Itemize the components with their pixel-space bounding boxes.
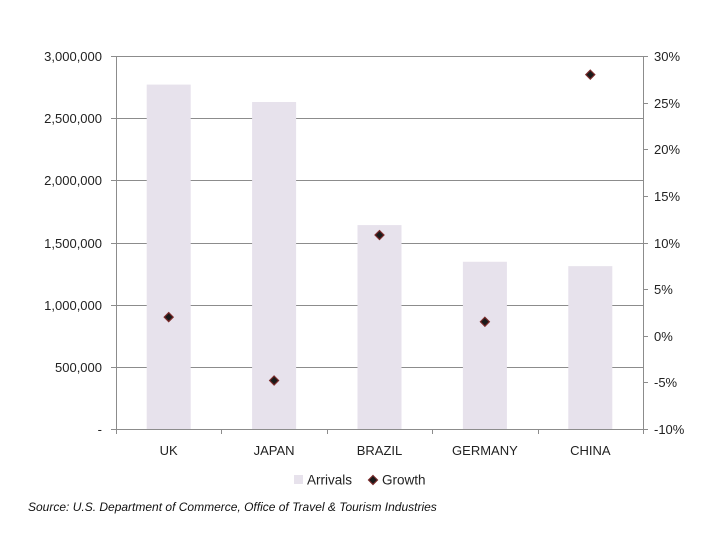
right-axis-tick-label: 10% xyxy=(654,236,680,251)
category-label: GERMANY xyxy=(452,443,518,458)
left-axis-tick-label: 2,000,000 xyxy=(44,173,102,188)
left-axis-tick-labels: - 500,000 1,000,000 1,500,000 2,000,000 2,500… xyxy=(44,49,102,437)
left-axis-tick-label: 3,000,000 xyxy=(44,49,102,64)
arrivals-bar xyxy=(146,84,191,429)
growth-marker xyxy=(584,69,596,80)
arrivals-bars xyxy=(146,84,613,430)
legend-label-arrivals: Arrivals xyxy=(307,473,352,488)
left-axis-tick-label: 1,500,000 xyxy=(44,236,102,251)
left-axis-tick-label: 2,500,000 xyxy=(44,111,102,126)
legend-swatch-arrivals xyxy=(294,475,303,484)
growth-markers xyxy=(163,69,596,386)
growth-marker xyxy=(374,229,385,241)
category-label: BRAZIL xyxy=(357,443,403,458)
source-note: Source: U.S. Department of Commerce, Off… xyxy=(28,500,437,514)
arrivals-bar xyxy=(357,225,402,429)
category-label: CHINA xyxy=(570,443,611,458)
right-axis-tick-label: 30% xyxy=(654,49,680,64)
right-axis-tick-labels: -10% -5% 0% 5% 10% 15% 20% 25% 30% xyxy=(654,49,685,437)
legend-label-growth: Growth xyxy=(382,473,426,488)
growth-marker xyxy=(163,311,175,323)
left-axis-tick-label: - xyxy=(98,422,102,437)
category-tick-labels: UK JAPAN BRAZIL GERMANY CHINA xyxy=(160,443,611,458)
legend: Arrivals Growth xyxy=(294,473,426,488)
right-axis-tick-label: 25% xyxy=(654,96,680,111)
category-label: JAPAN xyxy=(254,443,295,458)
axes xyxy=(111,56,648,434)
right-axis-tick-label: -5% xyxy=(654,375,678,390)
left-axis-tick-label: 500,000 xyxy=(55,360,102,375)
growth-marker xyxy=(479,316,491,328)
category-label: UK xyxy=(160,443,178,458)
legend-marker-growth xyxy=(367,474,379,486)
right-axis-tick-label: 5% xyxy=(654,282,673,297)
right-axis-tick-label: 15% xyxy=(654,189,680,204)
arrivals-bar xyxy=(252,102,297,430)
right-axis-tick-label: 0% xyxy=(654,329,673,344)
right-axis-tick-label: 20% xyxy=(654,142,680,157)
growth-marker xyxy=(268,375,280,386)
right-axis-tick-label: -10% xyxy=(654,422,685,437)
arrivals-bar xyxy=(568,266,613,429)
arrivals-bar xyxy=(462,261,507,429)
left-axis-tick-label: 1,000,000 xyxy=(44,298,102,313)
